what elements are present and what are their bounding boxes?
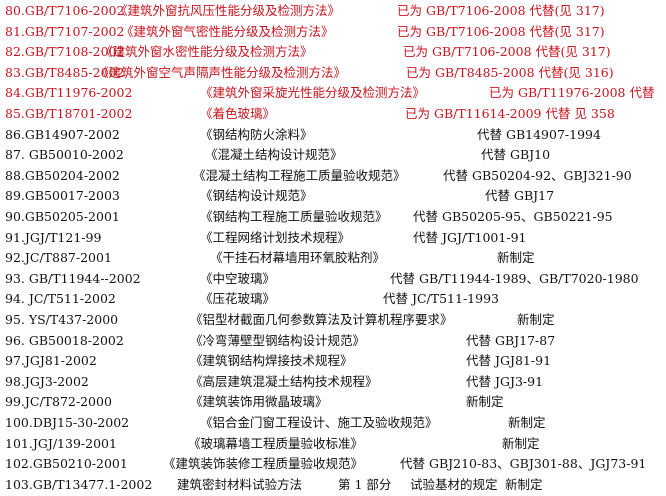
standard-row: 91.JGJ/T121-99 《工程网络计划技术规程》 代替 JGJ/T1001-9… xyxy=(0,228,666,248)
standard-code: 93. GB/T11944--2002 xyxy=(5,270,141,286)
standard-row: 100.DBJ15-30-2002 《铝合金门窗工程设计、施工及验收规范》 新制定 xyxy=(0,413,666,433)
standard-note: 代替 GB50205-95、GB50221-95 xyxy=(413,209,613,224)
standard-note: 新制定 xyxy=(508,415,546,430)
standard-note: 新制定 xyxy=(466,394,504,410)
standard-code: 84.GB/T11976-2002 xyxy=(5,85,133,101)
standard-title: 《着色玻璃》 xyxy=(200,106,276,121)
standard-row: 94. JC/T511-2002 《压花玻璃》 代替 JC/T511-1993 xyxy=(0,289,666,309)
standard-code: 87. GB50010-2002 xyxy=(5,147,124,163)
standard-title: 《建筑钢结构焊接技术规程》 xyxy=(190,353,353,369)
standard-row: 103.GB/T13477.1-2002 建筑密封材料试验方法 第 1 部分 试验基材… xyxy=(0,475,666,495)
standard-row: 84.GB/T11976-2002 《建筑外窗采旋光性能分级及检测方法》 已为 GB… xyxy=(0,83,666,103)
standard-code: 86.GB14907-2002 xyxy=(5,126,120,142)
standard-title: 《冷弯薄壁型钢结构设计规范》 xyxy=(190,332,366,348)
standard-row: 88.GB50204-2002 《混凝土结构工程施工质量验收规范》 代替 GB502… xyxy=(0,166,666,186)
standard-title: 《建筑装饰用微晶玻璃》 xyxy=(190,394,328,410)
standard-note: 新制定 xyxy=(497,250,535,266)
standard-title: 《钢结构防火涂料》 xyxy=(200,126,313,142)
standard-code: 85.GB/T18701-2002 xyxy=(5,106,133,121)
standard-title: 《钢结构设计规范》 xyxy=(200,188,313,204)
standard-row: 97.JGJ81-2002 《建筑钢结构焊接技术规程》 代替 JGJ81-91 xyxy=(0,351,666,371)
standard-code: 98.JGJ3-2002 xyxy=(5,373,89,389)
standard-note: 已为 GB/T8485-2008 代替(见 316) xyxy=(406,64,614,80)
standard-row: 96. GB50018-2002 《冷弯薄壁型钢结构设计规范》 代替 GBJ17-8… xyxy=(0,331,666,351)
standard-title: 《建筑外窗空气声隔声性能分级及检测方法》 xyxy=(96,64,347,80)
standard-title: 《建筑外窗水密性能分级及检测方法》 xyxy=(100,44,313,60)
standard-note: 新制定 xyxy=(505,476,543,492)
standard-title: 《建筑外窗气密性能分级及检测方法》 xyxy=(121,23,334,39)
standard-row: 89.GB50017-2003 《钢结构设计规范》 代替 GBJ17 xyxy=(0,186,666,206)
standard-subtitle: 试验基材的规定 xyxy=(410,476,498,492)
standard-code: 91.JGJ/T121-99 xyxy=(5,229,102,245)
standard-row: 90.GB50205-2001 《钢结构工程施工质量验收规范》 代替 GB50205… xyxy=(0,207,666,227)
standard-note: 代替 GBJ17 xyxy=(485,188,555,204)
standard-note: 代替 GB/T11944-1989、GB/T7020-1980 xyxy=(390,270,639,286)
standard-title: 《建筑装饰装修工程质量验收规范》 xyxy=(163,456,364,472)
standard-row: 85.GB/T18701-2002 《着色玻璃》 已为 GB/T11614-2009… xyxy=(0,104,666,124)
standard-title: 《混凝土结构工程施工质量验收规范》 xyxy=(193,167,406,183)
standard-row: 81.GB/T7107-2002 《建筑外窗气密性能分级及检测方法》 已为 GB/T… xyxy=(0,22,666,42)
standard-code: 100.DBJ15-30-2002 xyxy=(5,415,130,430)
standard-code: 99.JC/T872-2000 xyxy=(5,394,112,410)
standard-row: 83.GB/T8485-2002 《建筑外窗空气声隔声性能分级及检测方法》 已为 G… xyxy=(0,63,666,83)
standard-title: 《钢结构工程施工质量验收规范》 xyxy=(200,209,388,224)
standard-code: 103.GB/T13477.1-2002 xyxy=(5,476,153,492)
standard-part: 第 1 部分 xyxy=(338,476,392,492)
standard-row: 86.GB14907-2002 《钢结构防火涂料》 代替 GB14907-1994 xyxy=(0,125,666,145)
standard-title: 《建筑外窗抗风压性能分级及检测方法》 xyxy=(115,3,341,18)
standard-code: 95. YS/T437-2000 xyxy=(5,312,119,327)
standard-note: 代替 JGJ/T1001-91 xyxy=(413,229,527,245)
standard-title: 《压花玻璃》 xyxy=(200,291,276,307)
standard-note: 代替 GB50204-92、GBJ321-90 xyxy=(443,167,632,183)
standard-note: 代替 JGJ81-91 xyxy=(466,353,552,369)
standard-note: 已为 GB/T11614-2009 代替 见 358 xyxy=(405,106,615,121)
standard-code: 97.JGJ81-2002 xyxy=(5,353,97,369)
standard-row: 87. GB50010-2002 《混凝土结构设计规范》 代替 GBJ10 xyxy=(0,145,666,165)
standard-code: 80.GB/T7106-2002 xyxy=(5,3,125,18)
standard-code: 92.JC/T887-2001 xyxy=(5,250,112,266)
standard-note: 已为 GB/T7106-2008 代替(见 317) xyxy=(397,23,605,39)
standard-code: 90.GB50205-2001 xyxy=(5,209,120,224)
standard-note: 代替 GBJ17-87 xyxy=(466,332,556,348)
standard-row: 92.JC/T887-2001 《干挂石材幕墙用环氧胶粘剂》 新制定 xyxy=(0,248,666,268)
standard-title: 《中空玻璃》 xyxy=(200,270,276,286)
standard-code: 96. GB50018-2002 xyxy=(5,332,124,348)
standard-code: 89.GB50017-2003 xyxy=(5,188,120,204)
standard-title: 《建筑外窗采旋光性能分级及检测方法》 xyxy=(200,85,426,101)
standard-code: 94. JC/T511-2002 xyxy=(5,291,116,307)
standard-note: 代替 GBJ10 xyxy=(481,147,551,163)
standard-code: 102.GB50210-2001 xyxy=(5,456,128,472)
standard-code: 88.GB50204-2002 xyxy=(5,167,120,183)
standard-code: 83.GB/T8485-2002 xyxy=(5,64,125,80)
standard-note: 代替 GBJ210-83、GBJ301-88、JGJ73-91 xyxy=(400,456,647,472)
standard-row: 101.JGJ/139-2001 《玻璃幕墙工程质量验收标准》 新制定 xyxy=(0,434,666,454)
standard-note: 已为 GB/T7106-2008 代替(见 317) xyxy=(397,3,605,18)
standard-row: 80.GB/T7106-2002 《建筑外窗抗风压性能分级及检测方法》 已为 GB/… xyxy=(0,1,666,21)
standard-note: 代替 GB14907-1994 xyxy=(477,126,601,142)
standard-title: 《高层建筑混凝土结构技术规程》 xyxy=(190,373,378,389)
standard-title: 《工程网络计划技术规程》 xyxy=(200,229,351,245)
standard-row: 98.JGJ3-2002 《高层建筑混凝土结构技术规程》 代替 JGJ3-91 xyxy=(0,372,666,392)
standard-title: 《铝型材截面几何参数算法及计算机程序要求》 xyxy=(190,312,453,327)
standard-title: 建筑密封材料试验方法 xyxy=(177,476,303,492)
standard-row: 102.GB50210-2001 《建筑装饰装修工程质量验收规范》 代替 GBJ21… xyxy=(0,454,666,474)
standard-row: 99.JC/T872-2000 《建筑装饰用微晶玻璃》 新制定 xyxy=(0,392,666,412)
standard-note: 新制定 xyxy=(502,435,540,451)
standard-note: 代替 JGJ3-91 xyxy=(466,373,544,389)
standard-title: 《干挂石材幕墙用环氧胶粘剂》 xyxy=(210,250,386,266)
standard-note: 新制定 xyxy=(517,312,555,327)
standard-code: 101.JGJ/139-2001 xyxy=(5,435,117,451)
standard-row: 93. GB/T11944--2002 《中空玻璃》 代替 GB/T11944-19… xyxy=(0,269,666,289)
standard-code: 82.GB/T7108-2002 xyxy=(5,44,125,60)
standard-title: 《铝合金门窗工程设计、施工及验收规范》 xyxy=(200,415,438,430)
standard-title: 《混凝土结构设计规范》 xyxy=(205,147,343,163)
standard-note: 代替 JC/T511-1993 xyxy=(383,291,499,307)
standard-note: 已为 GB/T7106-2008 代替(见 317) xyxy=(403,44,611,60)
standard-note: 已为 GB/T11976-2008 代替 xyxy=(489,85,655,101)
standard-title: 《玻璃幕墙工程质量验收标准》 xyxy=(188,435,364,451)
standard-code: 81.GB/T7107-2002 xyxy=(5,23,125,39)
standard-row: 82.GB/T7108-2002 《建筑外窗水密性能分级及检测方法》 已为 GB/T… xyxy=(0,42,666,62)
standard-row: 95. YS/T437-2000 《铝型材截面几何参数算法及计算机程序要求》 新制定 xyxy=(0,310,666,330)
